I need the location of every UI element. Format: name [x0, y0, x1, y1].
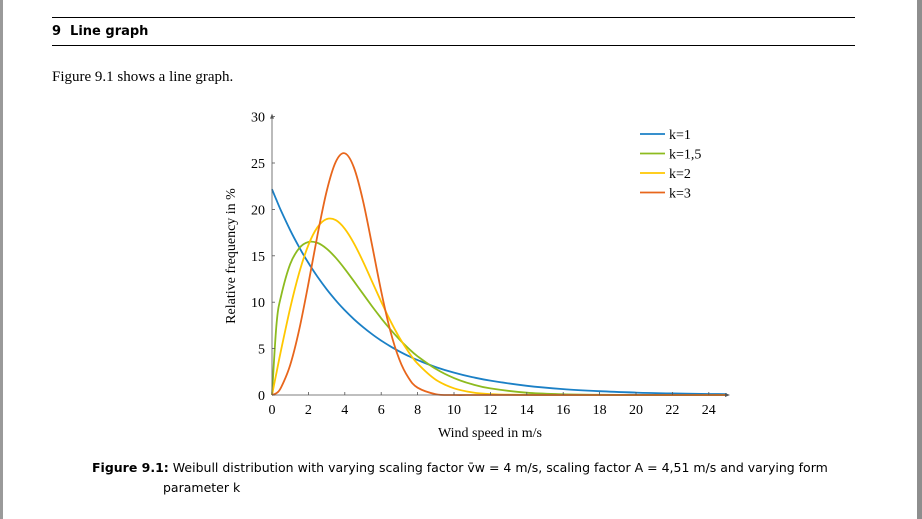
- y-axis-label: Relative frequency in %: [224, 188, 239, 324]
- body-paragraph: Figure 9.1 shows a line graph.: [52, 69, 234, 85]
- x-tick-label: 12: [483, 403, 497, 418]
- x-tick-label: 0: [269, 403, 276, 418]
- page-left-edge: [0, 0, 3, 519]
- series-line-2: [271, 217, 727, 396]
- x-axis-label: Wind speed in m/s: [438, 426, 542, 441]
- x-axis-arrow-icon: [725, 393, 730, 397]
- y-tick-label: 0: [258, 389, 265, 404]
- x-tick-label: 10: [447, 403, 461, 418]
- section-number: 9: [52, 24, 62, 39]
- y-tick-label: 25: [251, 157, 265, 172]
- viewer-scrollbar[interactable]: [917, 0, 922, 519]
- y-tick-label: 15: [251, 250, 265, 265]
- y-tick-label: 10: [251, 296, 265, 311]
- legend-label: k=1,5: [669, 148, 701, 163]
- heading-rule: [52, 45, 855, 46]
- legend-label: k=1: [669, 128, 691, 143]
- top-rule: [52, 17, 855, 18]
- figure-caption: Figure 9.1: Weibull distribution with va…: [92, 458, 857, 498]
- x-tick-label: 2: [305, 403, 312, 418]
- x-tick-label: 24: [702, 403, 716, 418]
- x-tick-label: 22: [665, 403, 679, 418]
- x-tick-label: 8: [414, 403, 421, 418]
- series-line-1: [271, 240, 727, 396]
- section-title: Line graph: [70, 24, 149, 39]
- legend-label: k=2: [669, 167, 691, 182]
- x-tick-label: 16: [556, 403, 570, 418]
- x-tick-label: 4: [341, 403, 348, 418]
- caption-text-continued: parameter k: [163, 480, 241, 495]
- y-tick-label: 20: [251, 203, 265, 218]
- series-line-0: [271, 188, 728, 396]
- y-tick-label: 30: [251, 111, 265, 126]
- x-tick-label: 20: [629, 403, 643, 418]
- caption-label: Figure 9.1:: [92, 460, 169, 475]
- legend-label: k=3: [669, 187, 691, 202]
- x-tick-label: 18: [593, 403, 607, 418]
- x-tick-label: 14: [520, 403, 534, 418]
- x-tick-label: 6: [378, 403, 385, 418]
- y-tick-label: 5: [258, 343, 265, 358]
- series-line-3: [271, 152, 727, 396]
- section-heading: 9 Line graph: [52, 24, 148, 39]
- caption-text: Weibull distribution with varying scalin…: [172, 460, 828, 475]
- y-axis-arrow-icon: [270, 113, 274, 119]
